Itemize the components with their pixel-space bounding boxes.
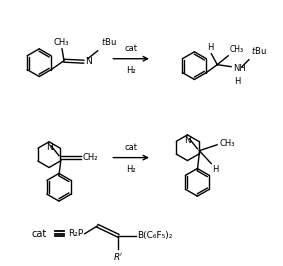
- Text: N: N: [46, 143, 52, 152]
- Text: CH₂: CH₂: [83, 153, 98, 162]
- Text: N: N: [85, 57, 91, 66]
- Text: $\it{t}$Bu: $\it{t}$Bu: [100, 36, 116, 47]
- Text: NH: NH: [233, 64, 246, 73]
- Text: H: H: [207, 43, 214, 52]
- Text: CH₃: CH₃: [229, 45, 243, 54]
- Text: $\it{t}$Bu: $\it{t}$Bu: [251, 45, 267, 56]
- Text: cat: cat: [125, 44, 138, 53]
- Text: H: H: [234, 77, 241, 86]
- Text: H₂: H₂: [126, 66, 136, 75]
- Text: H: H: [212, 165, 218, 173]
- Text: CH₃: CH₃: [219, 139, 235, 148]
- Text: CH₃: CH₃: [53, 38, 69, 47]
- Text: N: N: [184, 136, 191, 145]
- Text: B(C₆F₅)₂: B(C₆F₅)₂: [137, 231, 172, 240]
- Text: $R'$: $R'$: [113, 251, 124, 261]
- Text: H₂: H₂: [126, 165, 136, 173]
- Text: cat: cat: [31, 229, 46, 239]
- Text: R₂P: R₂P: [68, 229, 83, 238]
- Text: cat: cat: [125, 143, 138, 152]
